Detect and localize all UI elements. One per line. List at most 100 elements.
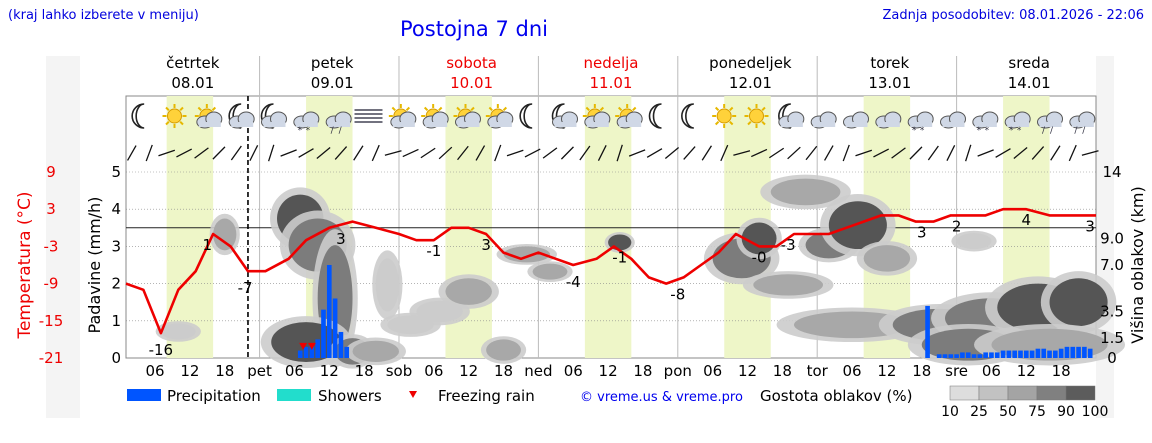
wind-barb-icon <box>787 146 801 160</box>
cloud-density-swatch <box>1065 385 1096 401</box>
cloud-base <box>392 122 415 127</box>
wind-barb-icon <box>316 147 331 159</box>
x-tick-label: 18 <box>773 362 792 380</box>
cloud-blob <box>486 339 521 361</box>
temperature-label: 2 <box>952 217 962 235</box>
cloud-rain-icon: / / <box>1069 111 1096 136</box>
cloud-base <box>1007 122 1030 127</box>
cloud-density-swatch <box>978 385 1009 401</box>
snow-flake: * <box>1017 126 1022 136</box>
x-tick-label: 06 <box>564 362 583 380</box>
precip-bar <box>1041 348 1047 358</box>
temperature-label: -7 <box>238 279 253 297</box>
x-tick-label: ned <box>524 362 552 380</box>
wind-barb-icon <box>230 145 242 161</box>
x-tick-label: 18 <box>912 362 931 380</box>
cloud-snow-icon: * * <box>972 111 999 136</box>
x-tick-label: 12 <box>459 362 478 380</box>
cloud-density-step-label: 100 <box>1082 404 1109 420</box>
precip-bar <box>309 343 315 358</box>
weather-icon-strip: * * / / * * * * * * / / / / <box>131 103 1096 136</box>
sun-disc <box>716 108 732 124</box>
freezing-rain-marker <box>307 342 316 350</box>
sun-disc <box>167 108 182 124</box>
temperature-line-group: -16 1 -7 3 -1 3 -4 -1 -8 -0 -3 3 2 4 3 <box>125 207 1096 359</box>
wind-barb-icon <box>965 144 972 162</box>
cloud-density-title: Gostota oblakov (%) <box>760 387 913 405</box>
temperature-label: -3 <box>781 236 796 254</box>
cloud-base <box>813 122 836 127</box>
daylight-band <box>584 96 632 358</box>
wind-barb-icon <box>267 144 275 162</box>
precip-tick-label: 5 <box>111 163 121 181</box>
cloud-shape <box>843 111 869 129</box>
cloud-blob <box>445 278 492 305</box>
sun-cloud-icon <box>582 104 611 129</box>
precip-bar <box>960 352 965 358</box>
region-hint-link[interactable]: (kraj lahko izberete v meniju) <box>8 8 199 23</box>
wind-barb-icon <box>506 149 524 157</box>
sun-icon <box>744 104 769 128</box>
sun-ray <box>729 120 734 126</box>
x-tick-label: sre <box>945 362 968 380</box>
cloud-base <box>845 122 868 127</box>
cloud-blob <box>375 258 399 312</box>
precipitation-bars <box>297 265 1093 358</box>
sun-ray <box>714 106 720 112</box>
sun-ray <box>502 106 508 112</box>
wind-barb-icon <box>701 145 713 161</box>
cloud-blob <box>753 274 824 296</box>
cloud-shape <box>875 111 902 129</box>
snow-flake: * <box>306 126 311 136</box>
temperature-label: -8 <box>670 285 685 303</box>
sun-ray <box>761 106 766 112</box>
temperature-label: 3 <box>917 224 927 242</box>
wind-barb-icon <box>805 145 818 161</box>
precip-tick-label: 2 <box>111 275 121 293</box>
temperature-tick-label: -15 <box>39 312 64 330</box>
wind-barb-icon <box>334 146 348 160</box>
temperature-tick-label: -21 <box>39 349 64 367</box>
x-tick-label: 12 <box>877 362 896 380</box>
precip-bar <box>983 352 988 358</box>
sun-ray <box>197 106 202 112</box>
cloud-base <box>974 122 997 127</box>
cloud-icon <box>940 111 966 129</box>
cloud-density-step-label: 50 <box>999 404 1017 420</box>
x-tick-label: 18 <box>355 362 374 380</box>
precip-bar <box>1064 346 1070 358</box>
wind-barb-icon <box>494 144 502 162</box>
sun-ray <box>470 106 475 112</box>
day-date: 12.01 <box>729 74 772 92</box>
freezing-rain-marker <box>299 342 308 350</box>
cloud-shape <box>228 111 255 129</box>
x-tick-label: 18 <box>1052 362 1071 380</box>
temperature-line <box>125 207 1096 335</box>
cloud-shape <box>261 111 287 129</box>
day-date: 09.01 <box>311 74 354 92</box>
cloud-blob <box>793 311 911 339</box>
snow-flake: * <box>985 126 990 136</box>
cloud-shape <box>810 111 837 129</box>
snow-flake: * <box>977 126 982 136</box>
cloud-density-swatch <box>949 385 980 401</box>
moon-icon <box>131 103 145 129</box>
wind-barb-icon <box>249 145 259 161</box>
wind-barb-icon <box>524 148 541 158</box>
precip-bar <box>1076 346 1081 358</box>
day-date: 14.01 <box>1008 74 1051 92</box>
precip-bar <box>1006 350 1012 358</box>
precip-tick-label: 4 <box>111 200 121 218</box>
wind-barb-icon <box>616 144 623 162</box>
daylight-band <box>166 96 214 358</box>
sun-ray <box>714 120 720 126</box>
wind-barb-icon <box>597 145 607 161</box>
sun-ray <box>179 106 184 112</box>
cloud-snow-icon: * * <box>1004 111 1031 136</box>
day-name: sreda <box>1008 54 1050 72</box>
wind-barb-icon <box>353 145 364 161</box>
sun-cloud-icon <box>485 104 514 129</box>
day-date: 13.01 <box>868 74 911 92</box>
cloud-base <box>263 122 286 127</box>
wind-barb-icon <box>384 150 402 156</box>
